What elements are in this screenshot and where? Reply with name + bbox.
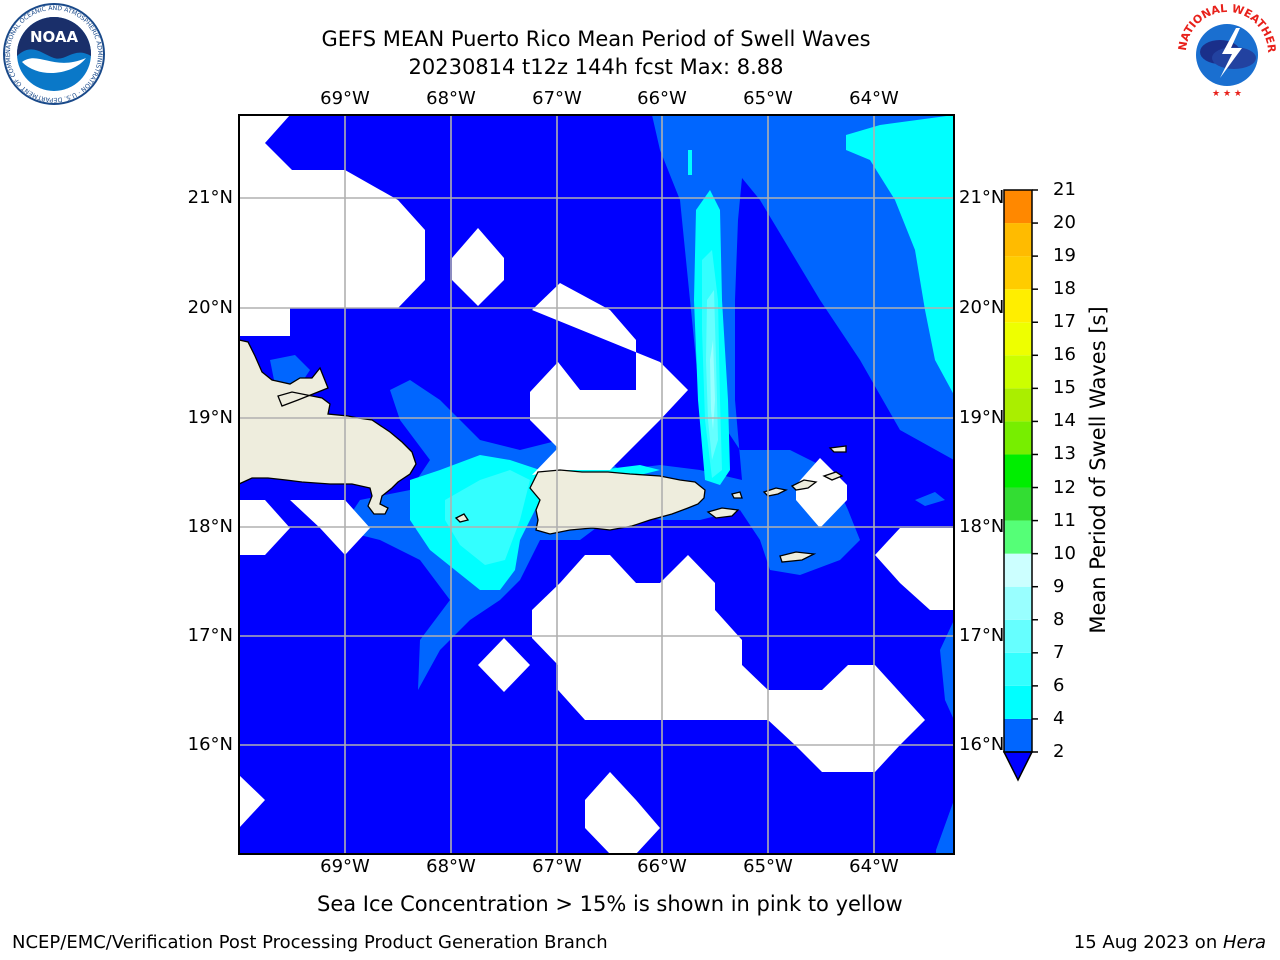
lon-bottom-label: 64°W: [849, 856, 899, 877]
colorbar-tick-label: 11: [1053, 509, 1076, 531]
lat-left-label: 16°N: [187, 734, 233, 755]
lon-top-label: 68°W: [426, 88, 476, 109]
colorbar-segment: [1004, 322, 1032, 356]
colorbar-segment: [1004, 586, 1032, 620]
colorbar-segment: [1004, 718, 1032, 752]
colorbar-segment: [1004, 355, 1032, 389]
lat-left-label: 21°N: [187, 187, 233, 208]
footer-date: 15 Aug 2023 on Hera: [1074, 933, 1266, 953]
lat-left-label: 18°N: [187, 516, 233, 537]
colorbar-tick-label: 7: [1053, 641, 1065, 663]
colorbar-tick-label: 20: [1053, 212, 1076, 234]
colorbar-tick-label: 9: [1053, 575, 1065, 597]
colorbar-segment: [1004, 520, 1032, 554]
colorbar-tick-label: 12: [1053, 476, 1076, 498]
lon-top-label: 66°W: [637, 88, 687, 109]
lat-right-label: 18°N: [959, 516, 1005, 537]
colorbar-tick-label: 14: [1053, 410, 1076, 432]
colorbar-label: Mean Period of Swell Waves [s]: [1086, 306, 1110, 634]
colorbar-segment: [1004, 652, 1032, 686]
lon-top-label: 65°W: [743, 88, 793, 109]
footer-host: Hera: [1222, 932, 1266, 953]
culebra-island: [731, 491, 743, 499]
colorbar-tick-marks: [1032, 189, 1038, 753]
colorbar-segment: [1004, 256, 1032, 290]
colorbar-segment: [1004, 685, 1032, 719]
noaa-logo: NATIONAL OCEANIC AND ATMOSPHERIC ADMINIS…: [2, 2, 105, 105]
lat-left-label: 17°N: [187, 625, 233, 646]
colorbar-segment: [1004, 421, 1032, 455]
colorbar-segment: [1004, 223, 1032, 257]
lon-bottom-label: 67°W: [532, 856, 582, 877]
map-frame: [238, 114, 955, 855]
colorbar-extend-triangle: [1002, 751, 1034, 782]
lat-right-label: 19°N: [959, 407, 1005, 428]
gridlines: [239, 115, 954, 854]
period-8-9s-region: [710, 340, 715, 430]
colorbar-tick-label: 17: [1053, 311, 1076, 333]
colorbar-tick-label: 6: [1053, 674, 1065, 696]
colorbar-segment: [1004, 388, 1032, 422]
lon-top-label: 69°W: [320, 88, 370, 109]
lat-right-label: 21°N: [959, 187, 1005, 208]
colorbar-segments: [1004, 190, 1032, 752]
colorbar-tick-label: 21: [1053, 179, 1076, 200]
colorbar-tick-label: 15: [1053, 377, 1076, 399]
colorbar-tick-label: 13: [1053, 443, 1076, 465]
virgin-islands-east: [822, 471, 844, 481]
noaa-text: NOAA: [30, 28, 79, 46]
colorbar-tick-label: 4: [1053, 707, 1065, 729]
colorbar-segment: [1004, 553, 1032, 587]
no-data-regions: [239, 115, 954, 854]
colorbar-segment: [1004, 454, 1032, 488]
colorbar-tick-label: 19: [1053, 245, 1076, 267]
vieques-island: [706, 507, 740, 519]
lat-left-label: 20°N: [187, 297, 233, 318]
svg-text:★ ★ ★: ★ ★ ★: [1212, 89, 1242, 99]
anegada-island: [828, 445, 847, 453]
nws-logo: NATIONAL WEATHER SERVICE ★ ★ ★: [1176, 2, 1278, 102]
chart-title: GEFS MEAN Puerto Rico Mean Period of Swe…: [321, 27, 871, 51]
lon-bottom-label: 69°W: [320, 856, 370, 877]
footer-date-text: 15 Aug 2023 on: [1073, 932, 1223, 953]
colorbar-tick-label: 10: [1053, 542, 1076, 564]
colorbar-segment: [1004, 289, 1032, 323]
mona-island: [454, 513, 470, 523]
sea-ice-note: Sea Ice Concentration > 15% is shown in …: [317, 892, 903, 916]
colorbar-tick-label: 18: [1053, 278, 1076, 300]
lon-top-label: 64°W: [849, 88, 899, 109]
lat-left-label: 19°N: [187, 407, 233, 428]
st-croix-island: [779, 551, 817, 563]
lon-bottom-label: 66°W: [637, 856, 687, 877]
colorbar-tick-label: 16: [1053, 344, 1076, 366]
colorbar-segment: [1004, 487, 1032, 521]
colorbar-segment: [1004, 619, 1032, 653]
footer-credit: NCEP/EMC/Verification Post Processing Pr…: [12, 932, 608, 953]
lon-bottom-label: 68°W: [426, 856, 476, 877]
colorbar-tick-label: 8: [1053, 608, 1065, 630]
lat-right-label: 20°N: [959, 297, 1005, 318]
lon-bottom-label: 65°W: [743, 856, 793, 877]
lat-right-label: 17°N: [959, 625, 1005, 646]
colorbar-frame: [1003, 189, 1033, 753]
colorbar-segment: [1004, 190, 1032, 224]
chart-subtitle: 20230814 t12z 144h fcst Max: 8.88: [408, 55, 784, 79]
lat-right-label: 16°N: [959, 734, 1005, 755]
lon-top-label: 67°W: [532, 88, 582, 109]
colorbar-tick-label: 2: [1053, 741, 1065, 762]
hispaniola-land: [239, 339, 417, 515]
virgin-islands-mid: [790, 479, 818, 491]
